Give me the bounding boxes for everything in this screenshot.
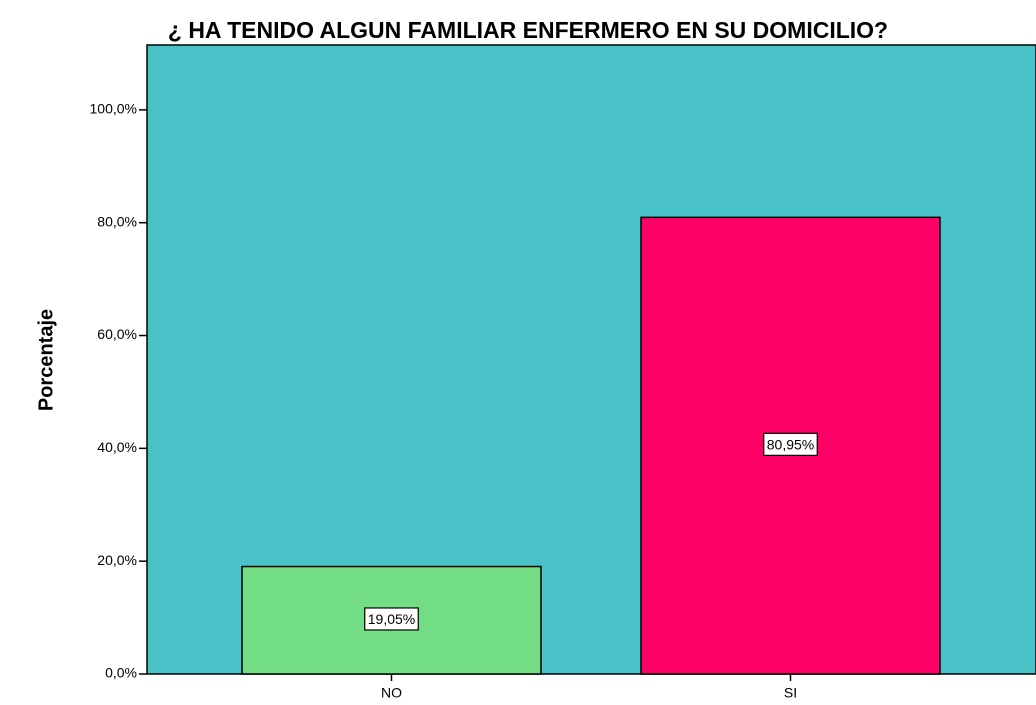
y-tick-label: 80,0% — [97, 213, 137, 229]
value-label: 19,05% — [368, 611, 415, 627]
value-label-box — [763, 432, 818, 456]
value-label: 80,95% — [767, 436, 814, 452]
x-tick-label: SI — [784, 685, 797, 701]
y-tick-label: 20,0% — [97, 552, 137, 568]
y-tick-label: 40,0% — [97, 439, 137, 455]
y-tick-label: 0,0% — [105, 665, 137, 681]
value-label-box — [364, 607, 419, 631]
chart-title: ¿ HA TENIDO ALGUN FAMILIAR ENFERMERO EN … — [168, 17, 888, 43]
y-tick-label: 100,0% — [90, 101, 137, 117]
y-axis-label: Porcentaje — [35, 309, 57, 411]
y-tick-label: 60,0% — [97, 326, 137, 342]
x-tick-label: NO — [381, 685, 402, 701]
